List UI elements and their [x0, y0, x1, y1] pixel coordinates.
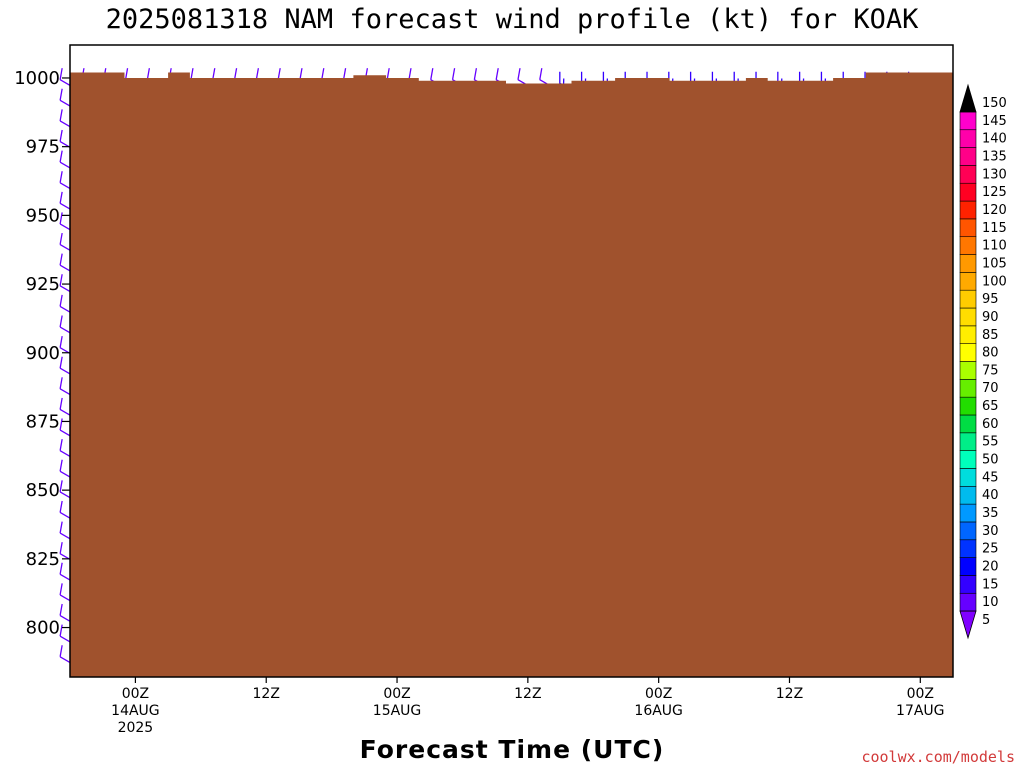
colorbar-label: 90 [982, 310, 999, 325]
colorbar-label: 125 [982, 185, 1007, 200]
colorbar-segment [959, 236, 977, 255]
colorbar-segment [959, 414, 977, 434]
colorbar-segment [959, 485, 977, 505]
colorbar-label: 150 [982, 96, 1007, 111]
colorbar-label: 55 [982, 435, 999, 450]
x-tick-label: 00Z [122, 686, 149, 702]
colorbar-segment [959, 592, 977, 612]
x-axis-label: Forecast Time (UTC) [360, 735, 665, 764]
colorbar-label: 85 [982, 328, 999, 343]
x-tick-label: 00Z [907, 686, 934, 702]
y-tick-label: 1000 [14, 68, 60, 89]
y-axis: 800 825 850 875 900 925 950 975 1000 [14, 68, 70, 639]
colorbar-segment [959, 272, 977, 291]
colorbar-label: 35 [982, 506, 999, 521]
colorbar-segment [959, 307, 977, 327]
colorbar-segment [959, 218, 977, 238]
colorbar-segment [959, 379, 977, 398]
colorbar-label: 140 [982, 132, 1007, 147]
colorbar-segment [959, 182, 977, 202]
colorbar-segment [959, 200, 977, 220]
colorbar-label: 105 [982, 256, 1007, 271]
x-tick-label: 2025 [118, 720, 154, 736]
plot-frame [69, 44, 954, 678]
colorbar-label: 25 [982, 542, 999, 557]
colorbar-label: 70 [982, 381, 999, 396]
colorbar-segment [959, 432, 977, 451]
terrain-fill [70, 72, 953, 677]
colorbar-segment [959, 468, 977, 487]
colorbar-label: 10 [982, 595, 999, 610]
x-tick-label: 00Z [645, 686, 672, 702]
y-tick-label: 825 [26, 549, 60, 570]
colorbar-segment [959, 503, 977, 523]
colorbar-label: 95 [982, 292, 999, 307]
colorbar-label: 60 [982, 417, 999, 432]
colorbar-segment [959, 325, 977, 344]
colorbar-segment [959, 521, 977, 541]
x-tick-label: 12Z [776, 686, 803, 702]
colorbar-label: 135 [982, 149, 1007, 164]
colorbar-max-arrow [959, 83, 977, 113]
y-tick-label: 800 [26, 618, 60, 639]
colorbar-segment [959, 165, 977, 184]
colorbar-label: 20 [982, 560, 999, 575]
colorbar-label: 110 [982, 239, 1007, 254]
y-tick-label: 950 [26, 205, 60, 226]
colorbar-label: 145 [982, 114, 1007, 129]
x-tick-label: 12Z [514, 686, 541, 702]
colorbar-segment [959, 575, 977, 594]
x-tick-label: 15AUG [373, 703, 422, 719]
colorbar-label: 75 [982, 363, 999, 378]
x-tick-label: 14AUG [111, 703, 160, 719]
colorbar-label: 100 [982, 274, 1007, 289]
colorbar-label: 120 [982, 203, 1007, 218]
y-tick-label: 975 [26, 137, 60, 158]
colorbar-label: 5 [982, 613, 990, 628]
x-tick-label: 12Z [253, 686, 280, 702]
colorbar-segment [959, 129, 977, 148]
terrain-layer [70, 72, 953, 677]
colorbar-segment [959, 147, 977, 166]
colorbar-label: 30 [982, 524, 999, 539]
colorbar-label: 130 [982, 167, 1007, 182]
colorbar-label: 40 [982, 488, 999, 503]
colorbar-label: 45 [982, 470, 999, 485]
colorbar-segment [959, 111, 977, 131]
x-tick-label: 17AUG [896, 703, 945, 719]
y-tick-label: 875 [26, 411, 60, 432]
colorbar-segment [959, 361, 977, 380]
colorbar-segment [959, 539, 977, 558]
x-tick-label: 16AUG [634, 703, 683, 719]
colorbar-segment [959, 289, 977, 309]
credit-text: coolwx.com/models [861, 748, 1015, 766]
colorbar-label: 65 [982, 399, 999, 414]
colorbar: 5 10 15 20 25 30 35 40 45 50 55 60 65 70 75 80 85 90 95 100… [959, 83, 1007, 640]
y-tick-label: 925 [26, 274, 60, 295]
colorbar-min-arrow [959, 610, 977, 640]
y-tick-label: 900 [26, 343, 60, 364]
colorbar-label: 115 [982, 221, 1007, 236]
chart-title: 2025081318 NAM forecast wind profile (kt… [106, 4, 920, 35]
colorbar-label: 15 [982, 577, 999, 592]
colorbar-segment [959, 557, 977, 576]
colorbar-segment [959, 396, 977, 416]
colorbar-segment [959, 450, 977, 469]
colorbar-segment [959, 254, 977, 273]
colorbar-segment [959, 343, 977, 362]
colorbar-label: 80 [982, 346, 999, 361]
y-tick-label: 850 [26, 480, 60, 501]
colorbar-label: 50 [982, 453, 999, 468]
x-tick-label: 00Z [383, 686, 410, 702]
